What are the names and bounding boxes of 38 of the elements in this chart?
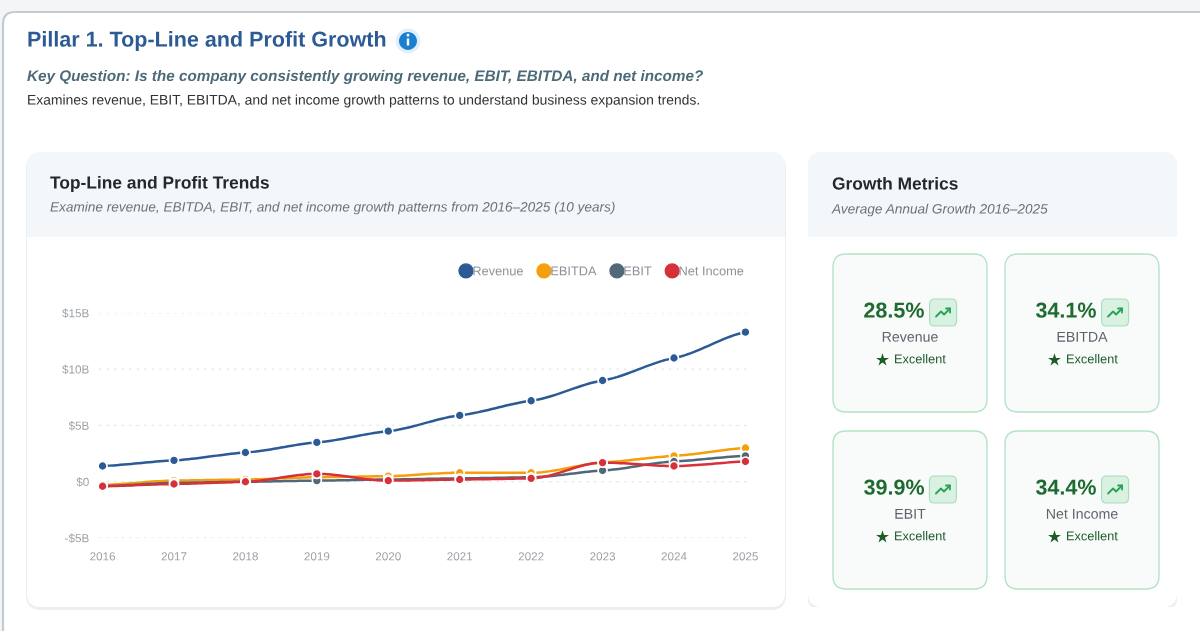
category-label: EBITDA	[1057, 331, 1108, 342]
legend-label: Revenue	[473, 266, 523, 276]
y-tick-label: -$5B	[65, 533, 89, 544]
legend-label: Net Income	[679, 266, 744, 276]
legend-label: EBITDA	[551, 266, 597, 276]
x-tick-label: 2017	[161, 552, 187, 561]
text: Excellent	[895, 354, 946, 364]
text: Excellent	[1067, 354, 1118, 364]
text: Average Annual Growth 2016–2025	[831, 203, 1048, 217]
x-tick-label: 2019	[304, 552, 330, 561]
legend-label: EBIT	[624, 266, 652, 276]
text: Excellent	[895, 531, 946, 541]
x-tick-label: 2018	[233, 552, 258, 561]
category-label: Net Income	[1046, 508, 1118, 519]
text: 39.9%	[864, 479, 925, 495]
text: Excellent	[1067, 531, 1118, 541]
text: Growth Metrics	[832, 176, 958, 190]
x-tick-label: 2024	[661, 552, 687, 561]
category-label: EBIT	[895, 508, 926, 519]
category-label: Revenue	[882, 331, 938, 342]
y-tick-label: $0	[76, 477, 89, 487]
text: Pillar 1. Top-Line and Profit Growth	[28, 30, 386, 52]
x-tick-label: 2022	[518, 552, 544, 561]
chart-title: Top-Line and Profit Trends	[50, 175, 269, 193]
x-tick-label: 2025	[733, 552, 758, 561]
text: 34.1%	[1035, 302, 1096, 318]
y-tick-label: $15B	[62, 308, 89, 319]
y-tick-label: $10B	[62, 364, 89, 375]
x-tick-label: 2020	[375, 552, 401, 561]
x-tick-label: 2016	[90, 552, 116, 561]
x-tick-label: 2023	[590, 552, 616, 561]
x-tick-label: 2021	[447, 552, 473, 561]
text: 28.5%	[864, 302, 924, 318]
text: 34.4%	[1035, 479, 1096, 495]
text: Examines revenue, EBIT, EBITDA, and net income growth patterns to understand business expansion trends.	[28, 94, 699, 108]
chart-subtitle: Examine revenue, EBITDA, EBIT, and net income growth patterns from 2016–2025 (10 years)	[50, 201, 615, 215]
y-tick-label: $5B	[68, 421, 89, 431]
text: Key Question: Is the company consistently growing revenue, EBIT, EBITDA, and net income?	[27, 69, 703, 85]
